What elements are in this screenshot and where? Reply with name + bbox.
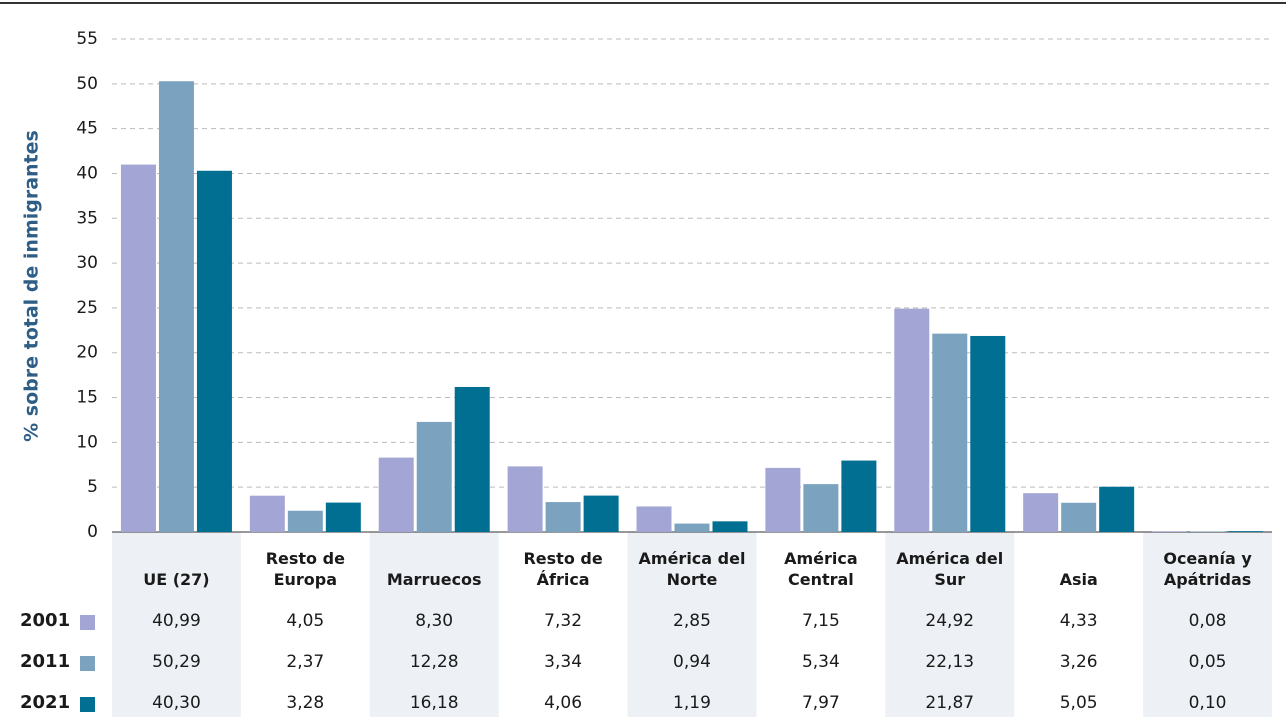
table-value: 12,28 <box>409 652 459 672</box>
table-value: 0,94 <box>673 652 711 672</box>
y-tick-label: 0 <box>87 522 98 542</box>
x-tick-label: América Central <box>756 540 885 590</box>
bar <box>674 523 710 532</box>
table-value: 4,33 <box>1059 611 1098 631</box>
bar <box>1228 531 1264 532</box>
table-value: 0,08 <box>1188 611 1227 631</box>
legend-swatch <box>80 697 95 712</box>
x-tick-label: Resto de África <box>499 540 628 590</box>
x-tick-label: UE (27) <box>112 540 241 590</box>
category-label: Asia <box>1059 570 1098 589</box>
column-shade <box>369 532 499 717</box>
table-value: 7,32 <box>544 611 583 631</box>
bar <box>932 333 968 532</box>
bar <box>545 502 581 532</box>
bar <box>416 421 452 532</box>
bar <box>378 457 414 532</box>
category-label: América del Norte <box>638 549 746 589</box>
table-value: 2,37 <box>286 652 325 672</box>
table-value: 0,05 <box>1188 652 1227 672</box>
y-tick-label: 40 <box>76 163 98 183</box>
bar <box>325 502 361 532</box>
table-value: 3,26 <box>1059 652 1098 672</box>
table-value: 7,15 <box>801 611 840 631</box>
bar <box>507 466 543 532</box>
bar <box>287 510 323 532</box>
y-tick-label: 30 <box>76 253 98 273</box>
table-value: 5,34 <box>801 652 840 672</box>
table-value: 22,13 <box>925 652 975 672</box>
bar <box>454 386 490 532</box>
table-value: 40,30 <box>152 693 201 713</box>
x-tick-label: Resto de Europa <box>241 540 370 590</box>
bar <box>120 164 156 532</box>
bar <box>712 521 748 532</box>
bar <box>1099 486 1135 532</box>
category-label: Resto de Europa <box>265 549 345 589</box>
y-tick-label: 55 <box>76 29 98 49</box>
table-value: 24,92 <box>925 611 975 631</box>
table-value: 8,30 <box>415 611 454 631</box>
column-shade <box>1143 532 1272 717</box>
y-axis-label: % sobre total de inmigrantes <box>21 130 43 442</box>
category-label: Oceanía y Apátridas <box>1163 549 1252 589</box>
category-label: América Central <box>784 549 858 589</box>
x-tick-label: Oceanía y Apátridas <box>1143 540 1272 590</box>
table-value: 50,29 <box>152 652 201 672</box>
table-value: 40,99 <box>152 611 201 631</box>
x-tick-label: América del Norte <box>628 540 757 590</box>
legend-label: 2001 <box>20 610 71 631</box>
y-tick-label: 50 <box>76 74 98 94</box>
table-value: 21,87 <box>925 693 975 713</box>
column-shade <box>112 532 241 717</box>
table-value: 4,05 <box>286 611 325 631</box>
legend-swatch <box>80 656 95 671</box>
column-shade <box>627 532 757 717</box>
table-value: 16,18 <box>409 693 459 713</box>
x-tick-label: Marruecos <box>370 540 499 590</box>
bar <box>1023 493 1059 532</box>
legend-swatch <box>80 615 95 630</box>
bar <box>636 506 672 532</box>
bar <box>249 495 285 532</box>
y-tick-label: 10 <box>76 432 98 452</box>
y-tick-label: 5 <box>87 477 98 497</box>
y-tick-label: 20 <box>76 343 98 363</box>
table-value: 2,85 <box>673 611 711 631</box>
bar <box>970 335 1006 532</box>
x-tick-label: Asia <box>1014 540 1143 590</box>
table-value: 3,34 <box>544 652 583 672</box>
bar <box>841 460 877 532</box>
y-tick-label: 35 <box>76 208 98 228</box>
table-value: 3,28 <box>286 693 325 713</box>
column-shade <box>885 532 1015 717</box>
table-value: 4,06 <box>544 693 583 713</box>
bar <box>196 170 232 533</box>
category-label: América del Sur <box>896 549 1004 589</box>
bar <box>1152 531 1188 532</box>
category-label: Marruecos <box>386 570 482 589</box>
x-tick-label: América del Sur <box>885 540 1014 590</box>
bar <box>158 81 194 533</box>
bar <box>894 308 930 532</box>
category-label: Resto de África <box>523 549 603 589</box>
table-value: 7,97 <box>801 693 840 713</box>
y-tick-label: 15 <box>76 388 98 408</box>
legend-label: 2011 <box>20 651 71 672</box>
bar <box>1061 502 1097 532</box>
bar <box>803 484 839 532</box>
table-value: 5,05 <box>1059 693 1098 713</box>
y-tick-label: 25 <box>76 298 98 318</box>
table-value: 1,19 <box>673 693 711 713</box>
bar <box>765 467 801 532</box>
bar <box>583 495 619 532</box>
category-label: UE (27) <box>143 570 210 589</box>
y-tick-label: 45 <box>76 119 98 139</box>
table-value: 0,10 <box>1188 693 1227 713</box>
legend-label: 2021 <box>20 692 71 713</box>
